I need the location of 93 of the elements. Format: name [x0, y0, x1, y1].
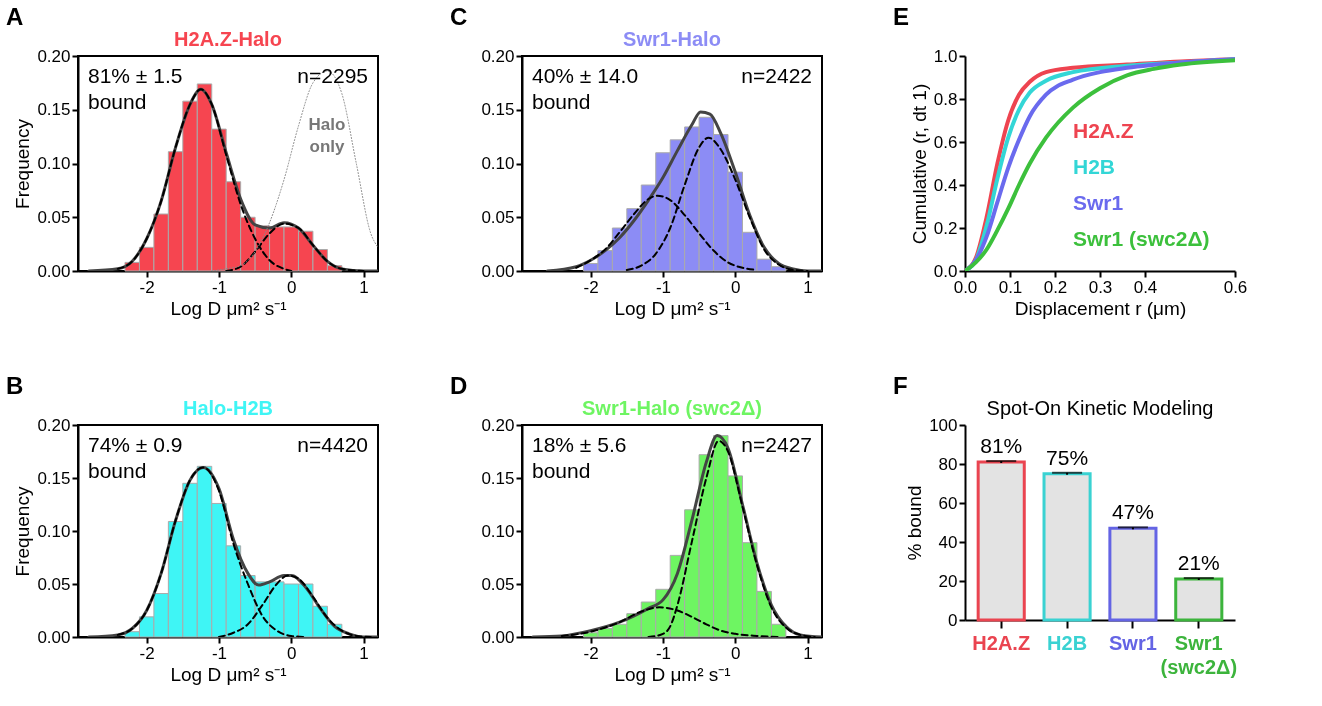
y-tick-label: 0.20 [37, 415, 71, 435]
y-tick-label: 0.8 [933, 89, 958, 109]
data-label: 47% [1111, 500, 1154, 524]
annotation: 74% ± 0.9 bound [88, 433, 183, 482]
y-tick-label: 0.2 [933, 218, 958, 238]
text: B [6, 372, 24, 399]
y-tick-label: 20 [938, 571, 958, 591]
data-label: 75% [1046, 445, 1089, 469]
text: D [450, 372, 468, 399]
y-tick-label: 0.05 [37, 207, 71, 227]
y-tick-label: 0.4 [933, 175, 958, 195]
x-tick-label: Swr1 (swc2Δ) [1160, 632, 1238, 678]
chart-title: H2A.Z-Halo [174, 28, 282, 50]
x-tick-label: 1 [803, 643, 813, 663]
text: A [6, 3, 24, 30]
chart-title: Swr1-Halo [623, 28, 721, 50]
y-tick-label: 0.15 [37, 100, 71, 120]
y-tick-label: 0.15 [481, 468, 515, 488]
y-tick-label: 0.20 [37, 46, 71, 66]
x-tick-label: -2 [139, 643, 155, 663]
x-tick-label: H2B [1047, 632, 1088, 654]
y-tick-label: 0.05 [481, 207, 515, 227]
x-tick-label: H2A.Z [972, 632, 1031, 654]
annotation: Halo only [308, 114, 346, 156]
x-tick-label: 0 [287, 277, 297, 297]
x-axis-title: Log D μm² s⁻¹ [170, 663, 287, 685]
y-tick-label: 0.20 [481, 46, 515, 66]
x-axis-title: Log D μm² s⁻¹ [614, 663, 731, 685]
x-tick-label: -2 [139, 277, 155, 297]
text: H2B [1073, 154, 1116, 178]
y-tick-label: 0.20 [481, 415, 515, 435]
text: H2A.Z [1073, 118, 1134, 142]
x-tick-label: -2 [583, 277, 599, 297]
annotation: 40% ± 14.0 bound [532, 64, 639, 113]
x-tick-label: 0.1 [998, 277, 1023, 297]
annotation: 18% ± 5.6 bound [532, 433, 627, 482]
data-label: 81% [980, 434, 1023, 458]
x-tick-label: 1 [803, 277, 813, 297]
x-tick-label: 0 [731, 643, 741, 663]
chart-title: Halo-H2B [182, 397, 274, 419]
x-tick-label: Swr1 [1109, 632, 1157, 654]
text: E [893, 3, 910, 30]
x-tick-label: 0 [287, 643, 297, 663]
chart-title: Spot-On Kinetic Modeling [986, 397, 1214, 419]
y-axis-title: Frequency [12, 486, 34, 577]
x-tick-label: 0.3 [1088, 277, 1113, 297]
y-tick-label: 100 [929, 415, 958, 435]
y-tick-label: 0.00 [481, 627, 515, 647]
y-tick-label: 0.15 [481, 100, 515, 120]
x-axis-title: Log D μm² s⁻¹ [170, 297, 287, 319]
y-tick-label: 0.05 [37, 574, 71, 594]
y-tick-label: 0 [948, 610, 958, 630]
annotation: 81% ± 1.5 bound [88, 64, 183, 113]
y-axis-title: Frequency [12, 118, 34, 209]
y-tick-label: 0.10 [481, 154, 515, 173]
x-axis-title: Log D μm² s⁻¹ [614, 297, 731, 319]
x-tick-label: 0.2 [1043, 277, 1068, 297]
y-tick-label: 60 [938, 493, 958, 513]
data-label: 21% [1177, 551, 1220, 575]
y-tick-label: 40 [938, 532, 958, 552]
y-tick-label: 0.6 [933, 132, 958, 152]
x-tick-label: -1 [211, 643, 228, 663]
x-tick-label: -1 [211, 277, 228, 297]
x-tick-label: -1 [655, 277, 672, 297]
y-tick-label: 80 [938, 454, 958, 474]
y-axis-title: Cumulative (r, dt 1) [908, 83, 930, 245]
y-tick-label: 0.15 [37, 468, 71, 488]
x-tick-label: 1 [359, 277, 369, 297]
text: Swr1 (swc2Δ) [1073, 226, 1210, 250]
y-tick-label: 1.0 [933, 46, 958, 66]
y-tick-label: 0.00 [481, 261, 515, 281]
annotation: n=4420 [297, 433, 368, 456]
text: Swr1 [1073, 190, 1124, 214]
x-tick-label: -2 [583, 643, 599, 663]
x-axis-title: Displacement r (μm) [1014, 297, 1187, 319]
y-tick-label: 0.10 [37, 154, 71, 173]
annotation: n=2422 [741, 64, 812, 87]
y-tick-label: 0.05 [481, 574, 515, 594]
x-tick-label: 0.4 [1133, 277, 1158, 297]
y-tick-label: 0.00 [37, 261, 71, 281]
annotation: n=2427 [741, 433, 812, 456]
text: C [450, 3, 468, 30]
chart-title: Swr1-Halo (swc2Δ) [582, 397, 762, 419]
y-tick-label: 0.10 [481, 521, 515, 541]
annotation: n=2295 [297, 64, 368, 87]
y-axis-title: % bound [904, 485, 926, 561]
x-tick-label: 0 [731, 277, 741, 297]
y-tick-label: 0.00 [37, 627, 71, 647]
y-tick-label: 0.10 [37, 521, 71, 541]
x-tick-label: -1 [655, 643, 672, 663]
text: F [893, 372, 908, 399]
x-tick-label: 1 [359, 643, 369, 663]
x-tick-label: 0.6 [1223, 277, 1248, 297]
